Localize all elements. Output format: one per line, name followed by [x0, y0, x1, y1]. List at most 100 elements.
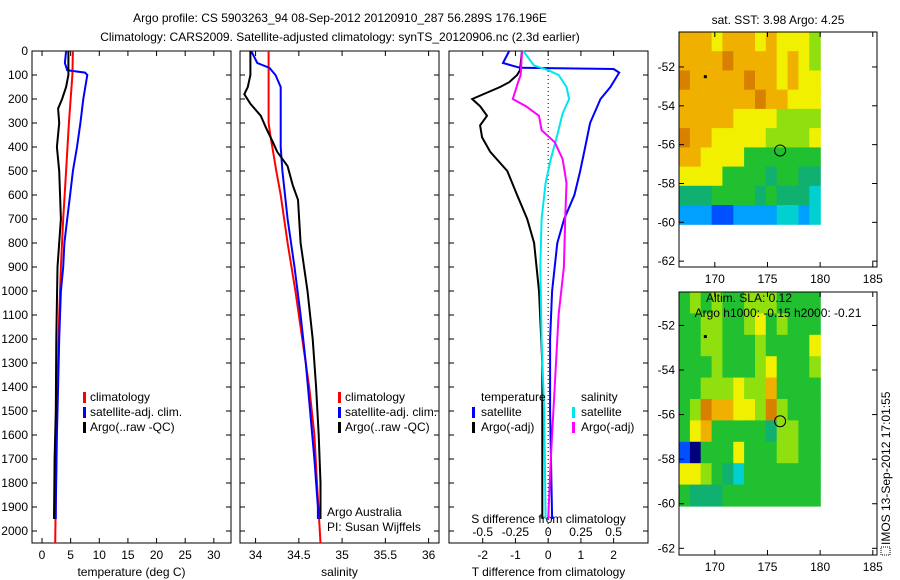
- legend-label: climatology: [345, 390, 405, 404]
- heatmap-cell: [765, 292, 778, 314]
- secondary-x-tick-label: 0: [545, 525, 552, 539]
- heatmap-cell: [689, 356, 702, 379]
- y-tick-label: 400: [8, 140, 28, 154]
- secondary-x-tick-label: 0.25: [569, 525, 593, 539]
- lon-tick-label: 170: [705, 560, 725, 574]
- heatmap-cell: [776, 441, 789, 464]
- heatmap-cell: [744, 70, 756, 91]
- heatmap-cell: [711, 292, 724, 314]
- heatmap-cell: [679, 356, 691, 379]
- heatmap-cell: [787, 356, 800, 379]
- y-tick-label: 100: [8, 68, 28, 82]
- series-line-climatology: [267, 51, 322, 544]
- heatmap-cell: [765, 399, 778, 421]
- heatmap-cell: [722, 484, 734, 507]
- heatmap-cell: [776, 399, 789, 421]
- heatmap-cell: [744, 292, 756, 314]
- x-tick-label: 20: [150, 548, 164, 562]
- title-line-2: Climatology: CARS2009. Satellite-adjuste…: [100, 30, 580, 44]
- heatmap-cell: [744, 108, 756, 129]
- legend-label: satellite-adj. clim.: [90, 405, 182, 419]
- heatmap-cell: [679, 399, 691, 421]
- map-frame: [678, 291, 878, 556]
- heatmap-cell: [744, 484, 756, 507]
- heatmap-cell: [733, 356, 745, 379]
- x-axis-label: T difference from climatology: [472, 565, 626, 579]
- legend-header: salinity: [581, 390, 618, 404]
- heatmap-cell: [798, 441, 810, 464]
- heatmap-cell: [679, 166, 691, 187]
- heatmap-cell: [689, 399, 702, 421]
- heatmap-cell: [809, 147, 821, 168]
- sst-map: 170 175 180 185 -52 -54 -56 -58 -60 -62 sat. SST: …: [658, 13, 883, 286]
- heatmap-cell: [689, 420, 702, 443]
- heatmap-cell: [700, 334, 713, 357]
- heatmap-cell: [689, 147, 702, 168]
- heatmap-cell: [787, 205, 800, 225]
- heatmap-cell: [809, 334, 821, 357]
- x-tick-label: 10: [93, 548, 107, 562]
- heatmap-cell: [700, 356, 713, 379]
- heatmap-cell: [700, 313, 713, 336]
- heatmap-cell: [765, 420, 778, 443]
- lat-tick-label: -58: [658, 176, 676, 190]
- heatmap-cell: [787, 89, 800, 110]
- heatmap-cell: [733, 313, 745, 336]
- heatmap-cell: [722, 32, 734, 52]
- heatmap-cell: [798, 484, 810, 507]
- heatmap-cell: [689, 128, 702, 148]
- heatmap-cell: [711, 108, 724, 129]
- heatmap-cell: [722, 377, 734, 400]
- series-line-satellite-adj-clim-: [250, 50, 319, 519]
- heatmap-cell: [809, 166, 821, 187]
- heatmap-cell: [765, 32, 778, 52]
- heatmap-cell: [733, 399, 745, 421]
- heatmap-cell: [689, 70, 702, 91]
- heatmap-cell: [722, 128, 734, 148]
- heatmap-cell: [755, 334, 767, 357]
- legend-swatch: [472, 422, 475, 433]
- heatmap-cell: [722, 399, 734, 421]
- heatmap-cell: [809, 377, 821, 400]
- heatmap-cell: [700, 32, 713, 52]
- profile-panel-1: 0 5 10 15 20 25 30 temperature (deg C) 0 100 200 30…: [1, 44, 232, 579]
- heatmap-cell: [711, 377, 724, 400]
- heatmap-cell: [755, 51, 767, 71]
- lat-tick-label: -62: [658, 541, 676, 555]
- heatmap-cell: [798, 147, 810, 168]
- heatmap-cell: [809, 356, 821, 379]
- legend-label: Argo(-adj): [481, 420, 534, 434]
- heatmap-cell: [711, 32, 724, 52]
- imos-logo-icon: [880, 546, 891, 556]
- heatmap-cell: [798, 334, 810, 357]
- heatmap-cell: [722, 166, 734, 187]
- legend-swatch: [572, 422, 575, 433]
- heatmap-cell: [679, 89, 691, 110]
- heatmap-cell: [765, 377, 778, 400]
- heatmap-cell: [765, 441, 778, 464]
- sla-map: 170 175 180 185 -52 -54 -56 -58 -60 -62 Altim. SLA…: [658, 291, 883, 574]
- x-tick-label: 30: [207, 548, 221, 562]
- heatmap-cell: [722, 463, 734, 486]
- heatmap-cell: [722, 89, 734, 110]
- heatmap-cell: [679, 377, 691, 400]
- heatmap-cell: [733, 185, 745, 206]
- heatmap-cell: [700, 147, 713, 168]
- pi-annotation: PI: Susan Wijffels: [327, 520, 421, 534]
- legend-label: Argo(..raw -QC): [345, 420, 430, 434]
- heatmap-cell: [711, 463, 724, 486]
- heatmap-cell: [733, 377, 745, 400]
- heatmap-cell: [765, 185, 778, 206]
- heatmap-cell: [689, 313, 702, 336]
- heatmap-cell: [689, 334, 702, 357]
- heatmap-cell: [689, 377, 702, 400]
- heatmap-cell: [798, 128, 810, 148]
- heatmap-cell: [711, 89, 724, 110]
- heatmap-cell: [711, 147, 724, 168]
- profile-panel-2: 34 34.5 35 35.5 36 salinity climatologysatelli…: [239, 50, 440, 579]
- heatmap-cell: [809, 185, 821, 206]
- heatmap-cell: [776, 185, 789, 206]
- heatmap-cell: [744, 185, 756, 206]
- x-tick-label: 35.5: [374, 548, 398, 562]
- heatmap-cell: [733, 484, 745, 507]
